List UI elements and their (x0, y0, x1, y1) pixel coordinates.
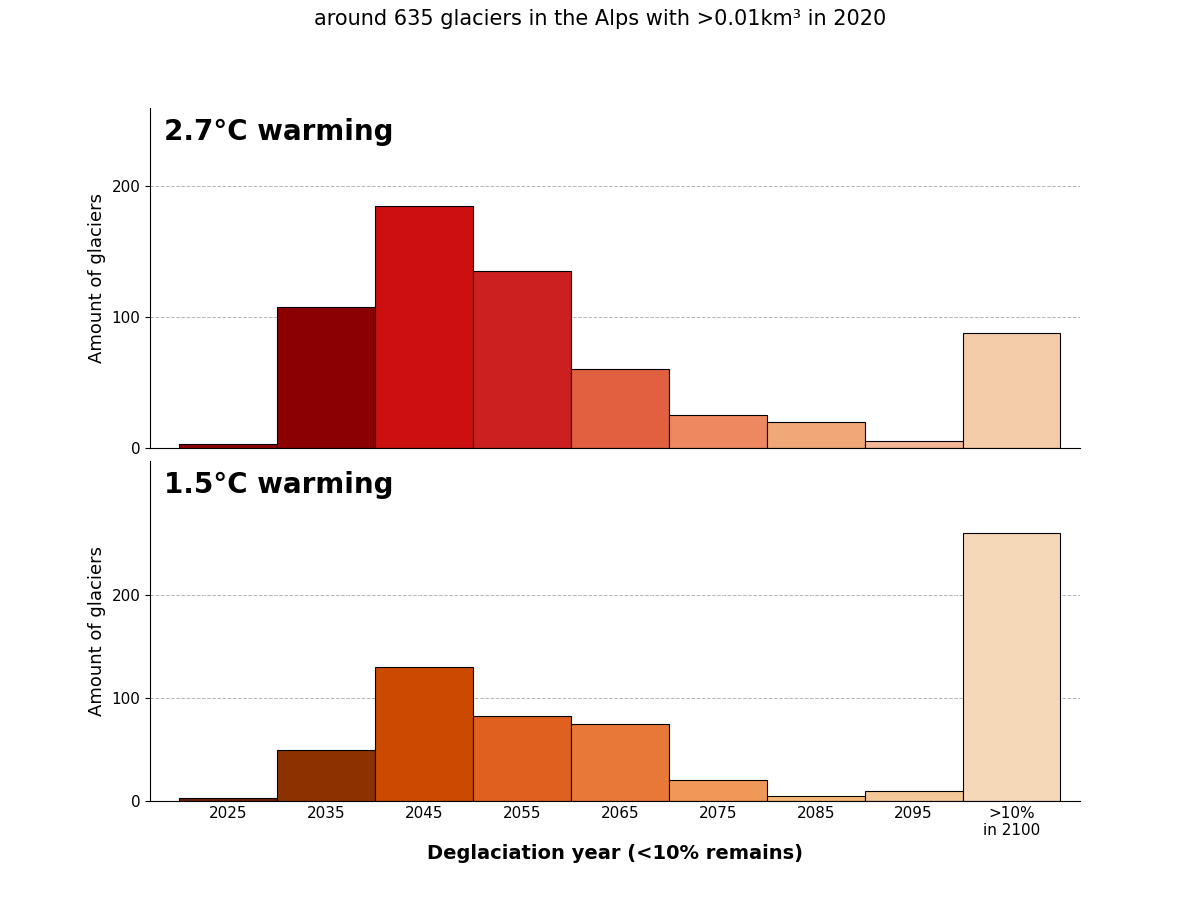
Bar (473, 716, 571, 801)
Bar (865, 441, 962, 447)
Y-axis label: Amount of glaciers: Amount of glaciers (88, 193, 106, 363)
Bar (179, 798, 277, 801)
Bar (668, 415, 767, 447)
Text: around 635 glaciers in the Alps with >0.01km³ in 2020: around 635 glaciers in the Alps with >0.… (314, 9, 886, 29)
Bar (571, 369, 668, 447)
Bar (962, 534, 1061, 801)
Y-axis label: Amount of glaciers: Amount of glaciers (88, 546, 106, 716)
Bar (376, 667, 473, 801)
Text: 1.5°C warming: 1.5°C warming (164, 472, 394, 500)
Bar (277, 750, 376, 801)
Bar (668, 780, 767, 801)
Bar (179, 444, 277, 447)
X-axis label: Deglaciation year (<10% remains): Deglaciation year (<10% remains) (427, 844, 803, 863)
Bar (277, 307, 376, 447)
Bar (962, 333, 1061, 447)
Bar (473, 271, 571, 447)
Bar (865, 791, 962, 801)
Bar (767, 421, 865, 447)
Bar (376, 206, 473, 447)
Bar (767, 796, 865, 801)
Bar (571, 724, 668, 801)
Text: 2.7°C warming: 2.7°C warming (164, 118, 394, 146)
